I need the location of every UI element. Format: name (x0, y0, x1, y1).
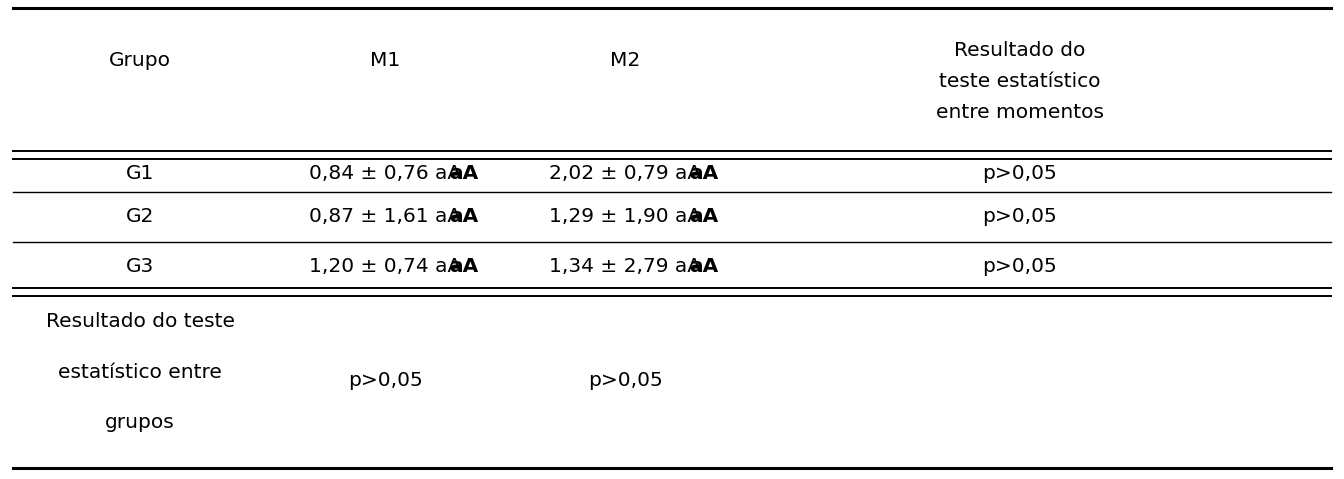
Text: 1,34 ± 2,79 aA: 1,34 ± 2,79 aA (548, 258, 702, 276)
Text: aA: aA (449, 164, 478, 183)
Text: aA: aA (449, 258, 478, 276)
Text: aA: aA (689, 258, 719, 276)
Text: G3: G3 (126, 258, 155, 276)
Text: p>0,05: p>0,05 (982, 207, 1058, 227)
Text: Grupo: Grupo (109, 50, 171, 69)
Text: Resultado do teste: Resultado do teste (46, 312, 234, 331)
Text: aA: aA (689, 164, 719, 183)
Text: p>0,05: p>0,05 (348, 370, 422, 389)
Text: 0,84 ± 0,76 aA: 0,84 ± 0,76 aA (309, 164, 461, 183)
Text: grupos: grupos (105, 413, 175, 432)
Text: p>0,05: p>0,05 (982, 164, 1058, 183)
Text: 0,87 ± 1,61 aA: 0,87 ± 1,61 aA (309, 207, 461, 227)
Text: Resultado do
teste estatístico
entre momentos: Resultado do teste estatístico entre mom… (935, 41, 1103, 122)
Text: p>0,05: p>0,05 (587, 370, 663, 389)
Text: G1: G1 (126, 164, 155, 183)
Text: estatístico entre: estatístico entre (58, 363, 222, 382)
Text: G2: G2 (126, 207, 155, 227)
Text: M2: M2 (610, 50, 640, 69)
Text: M1: M1 (370, 50, 401, 69)
Text: 1,20 ± 0,74 aA: 1,20 ± 0,74 aA (309, 258, 461, 276)
Text: aA: aA (449, 207, 478, 227)
Text: p>0,05: p>0,05 (982, 258, 1058, 276)
Text: 2,02 ± 0,79 aA: 2,02 ± 0,79 aA (548, 164, 702, 183)
Text: aA: aA (689, 207, 719, 227)
Text: 1,29 ± 1,90 aA: 1,29 ± 1,90 aA (548, 207, 702, 227)
